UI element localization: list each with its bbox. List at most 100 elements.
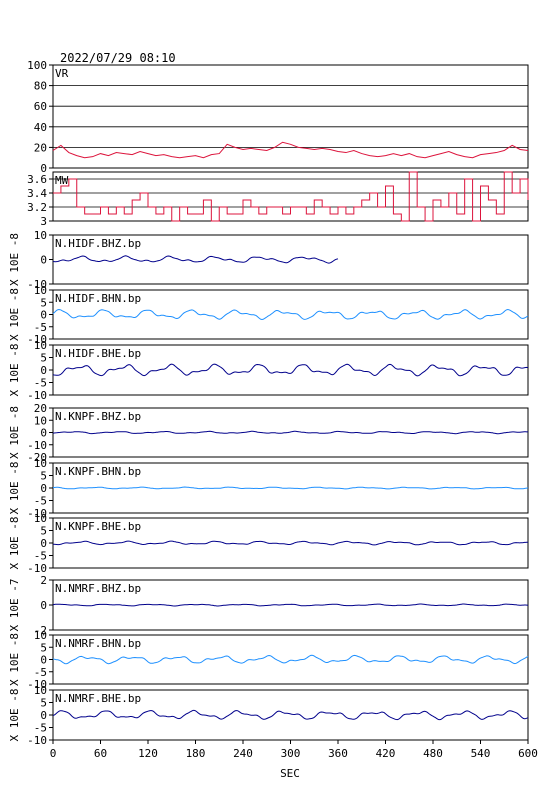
panel-label: N.HIDF.BHN.bp	[55, 292, 141, 305]
y-tick-label: 20	[34, 402, 47, 415]
trace-line	[52, 255, 339, 264]
x-tick-label: 420	[376, 747, 396, 760]
panel-label: N.NMRF.BHZ.bp	[55, 582, 141, 595]
y-tick-label: 0	[40, 254, 47, 267]
x-tick-label: 480	[423, 747, 443, 760]
y-tick-label: 10	[34, 512, 47, 525]
panel-label: N.HIDF.BHZ.bp	[55, 237, 141, 250]
y-tick-label: 100	[27, 59, 47, 72]
panel-unit-label: X 10E -8	[8, 288, 21, 341]
panel-unit-label: X 10E -8	[8, 633, 21, 686]
panel-vr: 0 20 40 60 80 100 VR	[27, 59, 529, 175]
y-tick-label: -10	[27, 562, 47, 575]
y-tick-label: 0	[40, 309, 47, 322]
header-timestamp: 2022/07/29 08:10	[60, 51, 176, 65]
y-tick-label: -10	[27, 439, 47, 452]
y-tick-label: -10	[27, 734, 47, 747]
y-tick-label: 80	[34, 80, 47, 93]
x-axis: 0 60 120 180 240 300 360 420 480 540 600	[50, 740, 538, 760]
x-tick-label: 540	[471, 747, 491, 760]
y-tick-label: 10	[34, 414, 47, 427]
y-tick-label: 3.2	[27, 201, 47, 214]
y-tick-label: 0	[40, 709, 47, 722]
y-tick-label: -10	[27, 333, 47, 346]
panel-label: N.KNPF.BHN.bp	[55, 465, 141, 478]
panel-label: VR	[55, 67, 69, 80]
y-tick-label: 60	[34, 100, 47, 113]
y-tick-label: 10	[34, 457, 47, 470]
y-tick-label: 10	[34, 339, 47, 352]
trace-line	[52, 430, 528, 435]
y-tick-label: 0	[40, 162, 47, 175]
y-tick-label: -5	[34, 321, 47, 334]
y-tick-label: 5	[40, 525, 47, 538]
x-tick-label: 180	[186, 747, 206, 760]
panel-unit-label: X 10E -8	[8, 462, 21, 515]
y-tick-label: 5	[40, 470, 47, 483]
y-tick-label: 5	[40, 697, 47, 710]
y-tick-label: 0	[40, 427, 47, 440]
y-tick-label: 10	[34, 684, 47, 697]
panel-label: N.KNPF.BHE.bp	[55, 520, 141, 533]
panel-frame	[52, 64, 529, 169]
y-tick-label: 3.4	[27, 187, 47, 200]
y-tick-label: -5	[34, 495, 47, 508]
y-tick-label: 3.6	[27, 173, 47, 186]
trace-line	[53, 486, 529, 490]
y-tick-label: -10	[27, 507, 47, 520]
y-tick-label: 0	[40, 599, 47, 612]
panel-label: MW	[55, 174, 69, 187]
y-tick-label: -10	[27, 678, 47, 691]
panel-label: N.NMRF.BHN.bp	[55, 637, 141, 650]
x-tick-label: 120	[138, 747, 158, 760]
y-tick-label: -10	[27, 389, 47, 402]
panel-label: N.KNPF.BHZ.bp	[55, 410, 141, 423]
y-tick-label: 0	[40, 654, 47, 667]
trace-line	[52, 709, 529, 721]
y-tick-label: 0	[40, 364, 47, 377]
y-tick-label: 10	[34, 229, 47, 242]
trace-line	[52, 654, 529, 665]
y-tick-label: -2	[34, 624, 47, 637]
trace-line	[52, 308, 529, 321]
x-tick-label: 60	[94, 747, 107, 760]
trace-line	[53, 171, 529, 222]
y-tick-label: -10	[27, 278, 47, 291]
x-tick-label: 300	[281, 747, 301, 760]
panel-n-hidf-bhz-bp: -10 0 10 N.HIDF.BHZ.bp X 10E -8	[8, 229, 529, 291]
panel-unit-label: X 10E -8	[8, 517, 21, 570]
y-tick-label: -5	[34, 722, 47, 735]
x-tick-label: 360	[328, 747, 348, 760]
y-tick-label: 20	[34, 141, 47, 154]
trace-line	[52, 141, 529, 159]
panel-unit-label: X 10E -8	[8, 344, 21, 397]
panel-n-nmrf-bhz-bp: -2 0 2 N.NMRF.BHZ.bp X 10E -7	[8, 574, 529, 637]
y-tick-label: 5	[40, 641, 47, 654]
trace-line	[52, 603, 529, 607]
y-tick-label: -20	[27, 451, 47, 464]
y-tick-label: 5	[40, 352, 47, 365]
y-tick-label: -5	[34, 377, 47, 390]
trace-line	[52, 363, 529, 377]
panel-unit-label: X 10E -8	[8, 689, 21, 742]
y-tick-label: 10	[34, 629, 47, 642]
y-tick-label: 10	[34, 284, 47, 297]
x-tick-label: 0	[50, 747, 57, 760]
x-axis-label: SEC	[280, 767, 300, 780]
panel-unit-label: X 10E -8	[8, 233, 21, 286]
y-tick-label: -5	[34, 550, 47, 563]
panel-label: N.NMRF.BHE.bp	[55, 692, 141, 705]
panel-mw: 33.23.43.6 MW	[27, 171, 529, 228]
panel-label: N.HIDF.BHE.bp	[55, 347, 141, 360]
y-tick-label: 2	[40, 574, 47, 587]
